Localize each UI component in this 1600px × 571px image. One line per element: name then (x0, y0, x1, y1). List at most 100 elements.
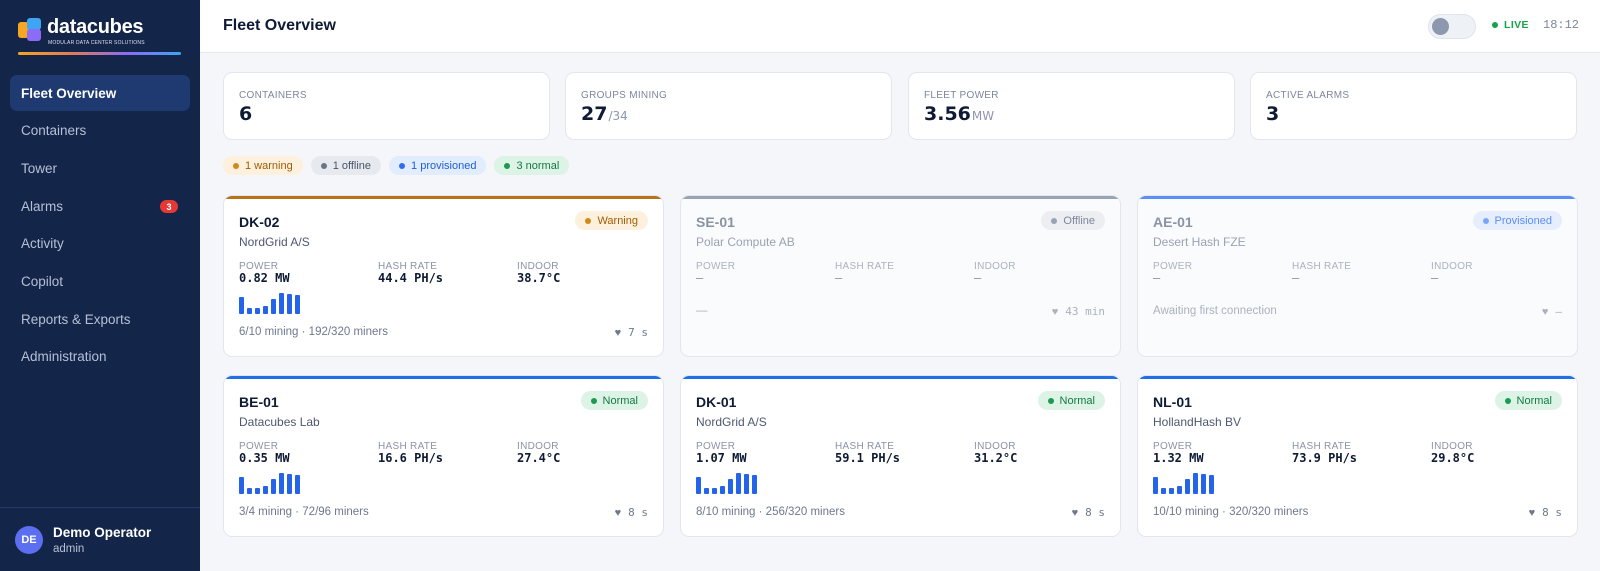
sparkline-bar (1193, 473, 1198, 494)
status-badge: Normal (1037, 391, 1105, 410)
sparkline-bar (247, 308, 252, 314)
status-dot-icon (1047, 397, 1054, 404)
container-card-dk-01[interactable]: DK-01 NordGrid A/S Normal POWER 1.07 MW HASH … (680, 375, 1121, 537)
kpi-label: FLEET POWER (924, 90, 999, 101)
heartbeat: ♥ — (1541, 305, 1562, 318)
metric-hash-rate: HASH RATE 73.9 PH/s (1292, 441, 1358, 465)
hashrate-sparkline (239, 472, 319, 494)
heartbeat: ♥ 8 s (614, 506, 648, 519)
sparkline-bar (255, 308, 260, 314)
brand-logo[interactable]: datacubes MODULAR DATA CENTER SOLUTIONS (18, 16, 182, 56)
container-id: SE-01 (696, 214, 735, 230)
clock: 18:12 (1543, 18, 1580, 32)
user-name: Demo Operator (53, 525, 152, 540)
brand-name: datacubes (47, 16, 144, 38)
metric-power: POWER 1.32 MW (1153, 441, 1204, 465)
live-label: LIVE (1504, 19, 1529, 31)
sparkline-bar (1177, 486, 1182, 494)
live-dot-icon (1492, 22, 1498, 28)
card-status-strip (224, 196, 663, 199)
container-card-nl-01[interactable]: NL-01 HollandHash BV Normal POWER 1.32 MW HAS… (1137, 375, 1578, 537)
sparkline-bar (263, 306, 268, 314)
sparkline-bar (239, 297, 244, 314)
container-owner: Datacubes Lab (239, 415, 320, 429)
container-card-se-01[interactable]: SE-01 Polar Compute AB Offline POWER — HASH R… (680, 195, 1121, 357)
sparkline-bar (728, 479, 733, 494)
metric-indoor-temp: INDOOR 38.7°C (517, 261, 561, 285)
sidebar-item-label: Fleet Overview (21, 85, 117, 101)
heart-icon: ♥ (1051, 305, 1059, 318)
user-profile[interactable]: DE Demo Operator admin (0, 507, 200, 571)
sidebar: datacubes MODULAR DATA CENTER SOLUTIONS … (0, 0, 200, 571)
metric-indoor-temp: INDOOR 27.4°C (517, 441, 561, 465)
theme-toggle[interactable] (1428, 14, 1476, 39)
metric-hash-rate: HASH RATE 16.6 PH/s (378, 441, 444, 465)
sparkline-bar (271, 479, 276, 494)
metric-hash-rate: HASH RATE — (835, 261, 895, 285)
sparkline-bar (1161, 488, 1166, 494)
sidebar-item-label: Administration (21, 349, 107, 365)
sparkline-bar (279, 473, 284, 494)
metric-power: POWER 0.35 MW (239, 441, 290, 465)
user-role: admin (53, 543, 85, 555)
sidebar-item-copilot[interactable]: Copilot (10, 263, 190, 299)
status-badge: Offline (1041, 211, 1105, 230)
card-status-strip (224, 376, 663, 379)
metric-power: POWER — (1153, 261, 1193, 285)
container-card-ae-01[interactable]: AE-01 Desert Hash FZE Provisioned POWER — HAS… (1137, 195, 1578, 357)
kpi-active-alarms: ACTIVE ALARMS 3 (1250, 72, 1577, 140)
heart-icon: ♥ (614, 326, 622, 339)
kpi-label: GROUPS MINING (581, 90, 668, 101)
sidebar-item-administration[interactable]: Administration (10, 339, 190, 375)
mining-summary: 6/10 mining · 192/320 miners (239, 326, 388, 338)
metric-indoor-temp: INDOOR 31.2°C (974, 441, 1018, 465)
sidebar-item-tower[interactable]: Tower (10, 150, 190, 186)
filter-pill-provisioned[interactable]: 1 provisioned (389, 156, 487, 175)
sparkline-bar (239, 477, 244, 494)
container-card-dk-02[interactable]: DK-02 NordGrid A/S Warning POWER 0.82 MW HASH… (223, 195, 664, 357)
status-dot-icon (1504, 397, 1511, 404)
status-dot-icon (1482, 217, 1489, 224)
sidebar-item-label: Containers (21, 123, 87, 139)
brand-tagline: MODULAR DATA CENTER SOLUTIONS (48, 40, 145, 46)
mining-summary: 3/4 mining · 72/96 miners (239, 506, 369, 518)
sparkline-bar (287, 294, 292, 314)
heartbeat: ♥ 7 s (614, 326, 648, 339)
sidebar-item-fleet-overview[interactable]: Fleet Overview (10, 75, 190, 111)
container-card-be-01[interactable]: BE-01 Datacubes Lab Normal POWER 0.35 MW HASH… (223, 375, 664, 537)
metric-power: POWER 0.82 MW (239, 261, 290, 285)
filter-pill-normal[interactable]: 3 normal (494, 156, 570, 175)
status-dot-icon (585, 217, 592, 224)
sparkline-bar (736, 473, 741, 494)
sparkline-bar (1153, 477, 1158, 494)
avatar: DE (15, 526, 43, 554)
sparkline-bar (255, 488, 260, 494)
datacubes-logo-icon (18, 18, 42, 42)
sidebar-item-label: Alarms (21, 198, 64, 214)
sidebar-item-alarms[interactable]: Alarms 3 (10, 188, 190, 224)
metric-hash-rate: HASH RATE 44.4 PH/s (378, 261, 444, 285)
container-owner: HollandHash BV (1153, 415, 1242, 429)
provisioned-dot-icon (399, 162, 406, 169)
sidebar-item-activity[interactable]: Activity (10, 226, 190, 262)
sparkline-bar (1169, 488, 1174, 494)
container-owner: NordGrid A/S (696, 415, 767, 429)
status-badge: Normal (1494, 391, 1562, 410)
filter-pill-offline[interactable]: 1 offline (310, 156, 382, 175)
live-indicator: LIVE (1492, 19, 1529, 31)
sparkline-bar (271, 299, 276, 314)
hashrate-sparkline (1153, 472, 1233, 494)
container-id: BE-01 (239, 394, 279, 410)
heartbeat: ♥ 43 min (1051, 305, 1105, 318)
heartbeat: ♥ 8 s (1071, 506, 1105, 519)
status-badge: Normal (580, 391, 648, 410)
sidebar-item-containers[interactable]: Containers (10, 113, 190, 149)
sparkline-bar (712, 488, 717, 494)
sidebar-item-reports-exports[interactable]: Reports & Exports (10, 301, 190, 337)
sparkline-bar (696, 477, 701, 494)
sparkline-bar (1201, 474, 1206, 494)
kpi-label: CONTAINERS (239, 90, 307, 101)
filter-pill-warning[interactable]: 1 warning (223, 156, 303, 175)
heart-icon: ♥ (1528, 506, 1536, 519)
status-filter-pills: 1 warning 1 offline 1 provisioned 3 norm… (223, 156, 570, 175)
